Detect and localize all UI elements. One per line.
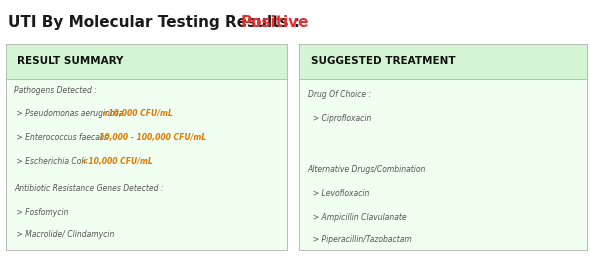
Text: <10,000 CFU/mL: <10,000 CFU/mL: [82, 157, 153, 166]
Text: > Ampicillin Clavulanate: > Ampicillin Clavulanate: [308, 213, 407, 222]
Text: SUGGESTED TREATMENT: SUGGESTED TREATMENT: [311, 57, 455, 66]
Text: RESULT SUMMARY: RESULT SUMMARY: [17, 57, 123, 66]
Text: Drug Of Choice :: Drug Of Choice :: [308, 90, 371, 99]
Text: > Piperacillin/Tazobactam: > Piperacillin/Tazobactam: [308, 236, 411, 245]
Text: 10,000 - 100,000 CFU/mL: 10,000 - 100,000 CFU/mL: [99, 133, 206, 142]
Text: UTI By Molecular Testing Results :: UTI By Molecular Testing Results :: [8, 15, 305, 30]
Text: Positive: Positive: [241, 15, 309, 30]
Text: > Ciprofloxacin: > Ciprofloxacin: [308, 114, 371, 123]
Text: > Pseudomonas aeruginosa: > Pseudomonas aeruginosa: [14, 109, 126, 118]
Text: > Escherichia Coli: > Escherichia Coli: [14, 157, 88, 166]
Text: > Macrolide/ Clindamycin: > Macrolide/ Clindamycin: [14, 230, 114, 239]
Text: > Levofloxacin: > Levofloxacin: [308, 189, 369, 198]
Text: Pathogens Detected :: Pathogens Detected :: [14, 86, 97, 95]
Text: > Fosfomycin: > Fosfomycin: [14, 208, 69, 217]
Text: Antibiotic Resistance Genes Detected :: Antibiotic Resistance Genes Detected :: [14, 184, 164, 193]
Text: > Enterococcus faecalis: > Enterococcus faecalis: [14, 133, 111, 142]
Text: Alternative Drugs/Combination: Alternative Drugs/Combination: [308, 165, 426, 174]
Text: <10,000 CFU/mL: <10,000 CFU/mL: [102, 109, 173, 118]
